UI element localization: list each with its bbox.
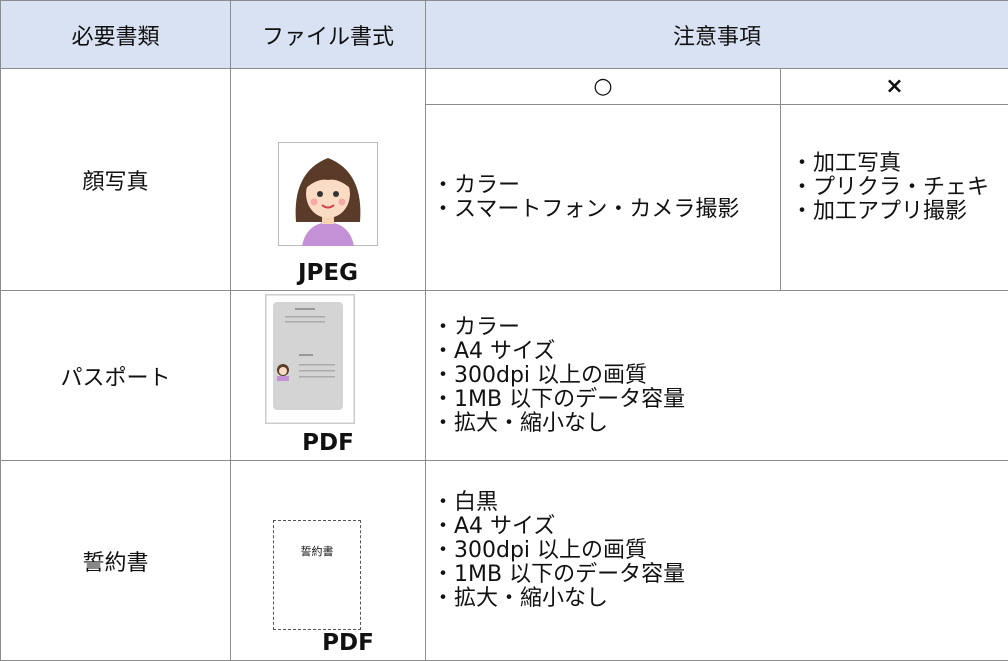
ok-header: ○ xyxy=(426,69,781,105)
ng-header: × xyxy=(781,69,1008,105)
note: ・300dpi 以上の画質 xyxy=(432,364,1008,388)
note: ・スマートフォン・カメラ撮影 xyxy=(432,198,780,222)
note: ・拡大・縮小なし xyxy=(432,412,1008,436)
document-name: 誓約書 xyxy=(1,461,231,661)
pledge-image-text: 誓約書 xyxy=(274,543,360,559)
header-cell: ファイル書式 xyxy=(231,1,426,69)
subheader-row: 顔写真 JPEG ○ × xyxy=(1,69,1008,105)
row: パスポート PDF ・カラー ・A4 サイズ ・300dpi 以上の画質 ・1M… xyxy=(1,291,1008,461)
header-row: 必要書類 ファイル書式 注意事項 xyxy=(1,1,1008,69)
ng-notes: ・加工写真 ・プリクラ・チェキ ・加工アプリ撮影 xyxy=(781,105,1008,291)
image-cell: 誓約書 PDF xyxy=(231,461,426,661)
document-name: 顔写真 xyxy=(1,69,231,291)
face-photo xyxy=(278,142,378,246)
note: ・プリクラ・チェキ xyxy=(791,176,1008,200)
row: 誓約書 誓約書 PDF ・白黒 ・A4 サイズ ・300dpi 以上の画質 ・1… xyxy=(1,461,1008,661)
note: ・1MB 以下のデータ容量 xyxy=(432,563,1008,587)
header-cell: 必要書類 xyxy=(1,1,231,69)
image-cell: JPEG xyxy=(231,69,426,291)
note: ・1MB 以下のデータ容量 xyxy=(432,388,1008,412)
note: ・カラー xyxy=(432,174,780,198)
note: ・加工写真 xyxy=(791,152,1008,176)
image-cell: PDF xyxy=(231,291,426,461)
note: ・A4 サイズ xyxy=(432,340,1008,364)
file-format: PDF xyxy=(231,630,425,656)
note: ・A4 サイズ xyxy=(432,515,1008,539)
note: ・300dpi 以上の画質 xyxy=(432,539,1008,563)
notes: ・カラー ・A4 サイズ ・300dpi 以上の画質 ・1MB 以下のデータ容量… xyxy=(426,291,1008,461)
ok-notes: ・カラー ・スマートフォン・カメラ撮影 xyxy=(426,105,781,291)
note: ・拡大・縮小なし xyxy=(432,587,1008,611)
passport-image xyxy=(265,294,355,424)
notes: ・白黒 ・A4 サイズ ・300dpi 以上の画質 ・1MB 以下のデータ容量 … xyxy=(426,461,1008,661)
document-name: パスポート xyxy=(1,291,231,461)
header-cell: 注意事項 xyxy=(426,1,1008,69)
note: ・カラー xyxy=(432,316,1008,340)
file-format: JPEG xyxy=(231,260,425,286)
note: ・白黒 xyxy=(432,491,1008,515)
note: ・加工アプリ撮影 xyxy=(791,200,1008,224)
file-format: PDF xyxy=(231,430,425,456)
pledge-image: 誓約書 xyxy=(273,520,361,630)
